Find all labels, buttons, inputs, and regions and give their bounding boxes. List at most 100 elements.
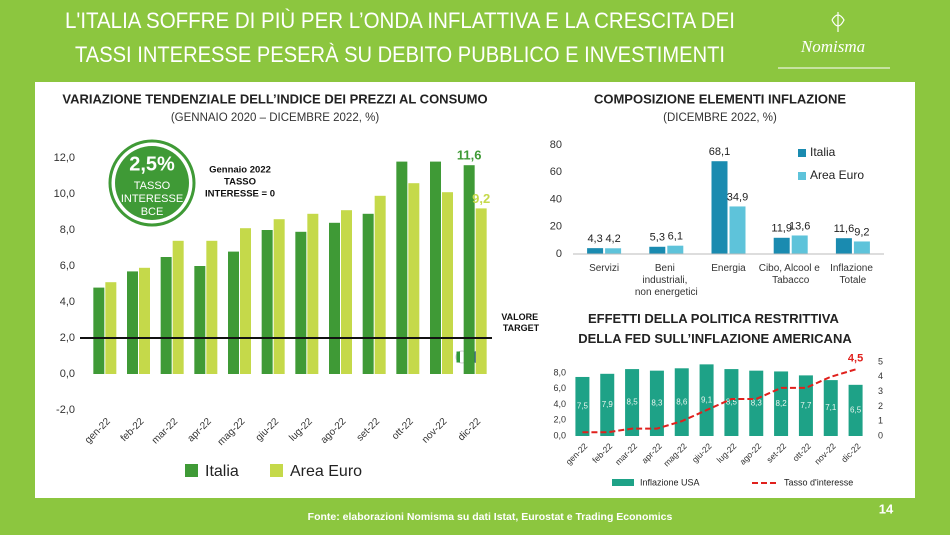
bar: [430, 161, 441, 374]
value-label: 9,2: [854, 226, 869, 238]
bar: [773, 237, 790, 254]
bar: [228, 251, 239, 374]
y-tick-label: 80: [550, 139, 562, 151]
value-label: 8,2: [776, 399, 788, 408]
bar: [649, 246, 666, 254]
bar: [307, 213, 319, 374]
value-label: 6,5: [850, 406, 862, 415]
legend-label: Italia: [810, 145, 836, 159]
legend-label: Area Euro: [810, 168, 864, 182]
value-label: 4,2: [605, 233, 620, 245]
chart-title: VARIAZIONE TENDENZIALE DELL’INDICE DEI P…: [62, 91, 487, 106]
legend-swatch: [185, 464, 198, 477]
y-tick-label: 4,0: [553, 399, 566, 409]
bar: [848, 384, 863, 436]
bar: [835, 238, 852, 254]
y-tick-label: 0: [556, 248, 562, 260]
value-label: 4,5: [848, 352, 863, 364]
bar: [798, 375, 813, 436]
bar: [93, 287, 105, 374]
logo-emblem: [831, 12, 845, 32]
x-tick-label: Energia: [711, 263, 746, 274]
note: INTERESSE = 0: [205, 189, 275, 200]
value-label: 5,3: [650, 232, 665, 244]
y-tick-label: 0,0: [60, 368, 75, 380]
bar: [600, 373, 615, 436]
legend-label: Area Euro: [290, 463, 362, 480]
bar: [724, 369, 739, 436]
bar: [295, 231, 307, 374]
bar: [791, 235, 808, 254]
value-label: 7,1: [825, 403, 837, 412]
y2-tick-label: 3: [878, 386, 883, 396]
legend-swatch: [612, 479, 634, 486]
y2-tick-label: 2: [878, 401, 883, 411]
value-label: 9,2: [472, 191, 490, 206]
y-tick-label: 2,0: [553, 415, 566, 425]
y2-tick-label: 0: [878, 430, 883, 440]
badge-value: 2,5%: [129, 153, 175, 175]
legend-label: Italia: [205, 463, 239, 480]
bar: [172, 240, 184, 374]
y-tick-label: 8,0: [60, 224, 75, 236]
bar: [160, 257, 172, 374]
chart-subtitle: (DICEMBRE 2022, %): [663, 112, 777, 124]
y-tick-label: 6,0: [60, 260, 75, 272]
bar: [853, 241, 870, 254]
badge: [115, 146, 189, 220]
bar: [374, 195, 386, 374]
y2-tick-label: 5: [878, 356, 883, 366]
y-tick-label: 12,0: [54, 152, 75, 164]
y-tick-label: 6,0: [553, 383, 566, 393]
value-label: 8,6: [676, 397, 688, 406]
value-label: 34,9: [727, 191, 748, 203]
bar: [329, 222, 340, 374]
bar: [139, 267, 150, 374]
bar: [699, 364, 714, 436]
value-label: 68,1: [709, 146, 730, 158]
value-label: 8,5: [726, 398, 738, 407]
legend-label: Inflazione USA: [640, 477, 700, 487]
bar: [442, 192, 453, 374]
legend-swatch: [270, 464, 283, 477]
logo-text: Nomisma: [800, 37, 865, 56]
bar: [240, 228, 251, 374]
bar: [823, 380, 838, 436]
bar: [667, 245, 684, 254]
value-label: 7,5: [577, 402, 589, 411]
value-label: 8,3: [651, 398, 663, 407]
x-tick-label: Beni industriali, non energetici: [635, 263, 698, 298]
bar: [273, 219, 285, 374]
bar: [625, 369, 640, 436]
bar: [587, 248, 604, 254]
value-label: 8,5: [627, 398, 639, 407]
bar: [475, 208, 487, 374]
y-tick-label: 10,0: [54, 188, 75, 200]
y-tick-label: 8,0: [553, 367, 566, 377]
y-tick-label: 20: [550, 221, 562, 233]
value-label: 8,3: [751, 398, 763, 407]
bar: [649, 370, 664, 436]
value-label: 7,9: [602, 400, 614, 409]
reference-label: VALORE TARGET: [501, 312, 540, 333]
y-tick-label: 0,0: [553, 430, 566, 440]
value-label: 11,6: [457, 148, 482, 163]
badge-text: TASSO: [134, 180, 171, 192]
source: Fonte: elaborazioni Nomisma su dati Ista…: [308, 511, 673, 523]
bar: [127, 271, 138, 374]
bar: [362, 213, 374, 374]
y-tick-label: -2,0: [56, 404, 75, 416]
bar: [408, 183, 420, 374]
value-label: 11,9: [771, 223, 792, 235]
value-label: 4,3: [587, 233, 602, 245]
value-label: 13,6: [789, 220, 810, 232]
bar: [575, 376, 590, 436]
bar: [206, 240, 218, 374]
slide-title: L'ITALIA SOFFRE DI PIÙ PER L’ONDA INFLAT…: [65, 8, 735, 33]
flag-stripe: [456, 351, 460, 363]
value-label: 7,7: [800, 401, 812, 410]
y-tick-label: 40: [550, 193, 562, 205]
bar: [396, 161, 408, 374]
legend-swatch: [798, 149, 806, 157]
